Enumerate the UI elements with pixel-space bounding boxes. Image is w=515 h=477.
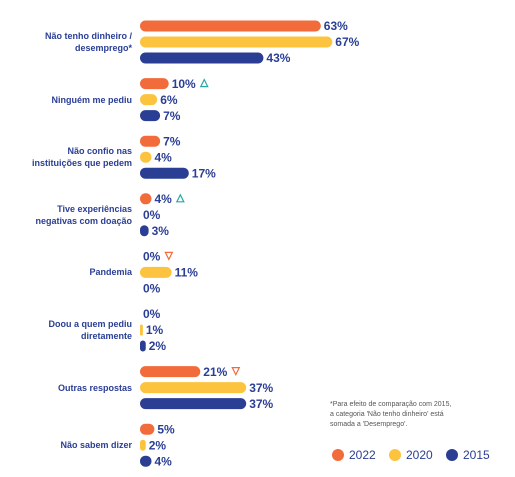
bar xyxy=(140,167,189,179)
trend-marker xyxy=(175,193,185,203)
legend-swatch xyxy=(332,449,344,461)
category-label: Doou a quem pediu diretamente xyxy=(48,319,132,341)
category-label: Não sabem dizer xyxy=(60,440,132,451)
category-label: Outras respostas xyxy=(57,382,132,393)
value-label: 7% xyxy=(163,109,181,123)
value-label: 4% xyxy=(154,150,172,164)
trend-marker xyxy=(231,367,241,376)
bar xyxy=(140,135,161,147)
value-label: 5% xyxy=(157,422,175,436)
value-label: 6% xyxy=(160,93,178,107)
value-label: 0% xyxy=(143,250,161,264)
category-label: Não tenho dinheiro / desemprego* xyxy=(45,31,132,53)
value-label: 10% xyxy=(172,77,196,91)
bar xyxy=(140,340,146,352)
bar xyxy=(140,266,172,278)
legend-swatch xyxy=(389,449,401,461)
bar xyxy=(140,225,149,237)
value-label: 2% xyxy=(149,339,167,353)
value-label: 0% xyxy=(143,208,161,222)
bar xyxy=(140,324,143,336)
value-label: 21% xyxy=(203,365,227,379)
legend-label: 2020 xyxy=(406,448,433,462)
footnote: a categoria 'Não tenho dinheiro' está xyxy=(330,411,444,418)
legend-swatch xyxy=(446,449,458,461)
category-label: Ninguém me pediu xyxy=(51,94,132,105)
bar xyxy=(140,110,161,122)
value-label: 3% xyxy=(152,224,170,238)
value-label: 7% xyxy=(163,134,181,148)
bar xyxy=(140,94,158,106)
bar xyxy=(140,36,333,48)
value-label: 4% xyxy=(154,454,172,468)
value-label: 2% xyxy=(149,438,167,452)
bar xyxy=(140,366,201,378)
bar xyxy=(140,382,247,394)
bar xyxy=(140,52,264,64)
value-label: 4% xyxy=(154,192,172,206)
bar xyxy=(140,439,146,451)
value-label: 67% xyxy=(335,35,359,49)
value-label: 63% xyxy=(324,19,348,33)
trend-marker xyxy=(164,251,174,261)
bar xyxy=(140,398,247,410)
value-label: 0% xyxy=(143,307,161,321)
value-label: 11% xyxy=(175,266,199,280)
trend-marker xyxy=(199,78,209,88)
value-label: 37% xyxy=(249,397,273,411)
category-label: Tive experiências negativas com doação xyxy=(35,203,132,226)
value-label: 1% xyxy=(146,323,164,337)
bar xyxy=(140,423,155,435)
bar xyxy=(140,455,152,467)
footnote: *Para efeito de comparação com 2015, xyxy=(330,401,451,408)
bar xyxy=(140,193,152,205)
legend-label: 2015 xyxy=(463,448,490,462)
value-label: 43% xyxy=(266,51,290,65)
value-label: 0% xyxy=(143,282,161,296)
category-label: Pandemia xyxy=(89,267,132,278)
footnote: somada a 'Desemprego'. xyxy=(330,421,407,428)
legend-label: 2022 xyxy=(349,448,376,462)
category-label: Não confio nas instituições que pedem xyxy=(31,146,132,169)
value-label: 37% xyxy=(249,381,273,395)
value-label: 17% xyxy=(192,166,216,180)
bar xyxy=(140,78,169,90)
bar xyxy=(140,151,152,163)
bar xyxy=(140,20,321,32)
